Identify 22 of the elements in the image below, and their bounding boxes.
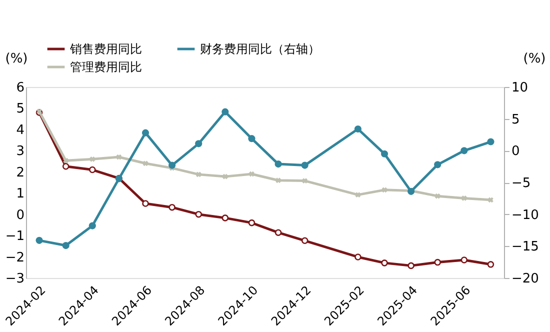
y2-tick-label: −5 <box>512 176 531 191</box>
y-tick-label: 2 <box>16 165 24 180</box>
y-tick-label: 4 <box>16 122 24 138</box>
y-tick-label: −1 <box>5 229 24 244</box>
y2-tick-label: 5 <box>512 112 520 128</box>
y-tick-label: 0 <box>16 208 24 223</box>
y-axis-title: (%) <box>5 52 28 66</box>
y2-tick-label: −15 <box>512 240 539 255</box>
y-tick-label: 5 <box>16 102 24 117</box>
y2-axis-title: (%) <box>523 52 546 66</box>
y2-tick-label: 10 <box>512 80 528 96</box>
legend-label: 管理费用同比 <box>70 60 142 74</box>
y2-tick-label: −10 <box>512 208 539 223</box>
y2-tick-label: −20 <box>512 272 539 286</box>
y-tick-label: 3 <box>16 144 24 160</box>
y-tick-label: −2 <box>5 250 24 266</box>
y2-tick-label: 0 <box>512 144 520 160</box>
legend-label: 销售费用同比 <box>69 42 142 56</box>
y-tick-label: 6 <box>16 80 24 96</box>
y-tick-label: −3 <box>5 272 24 286</box>
legend-label: 财务费用同比（右轴） <box>200 42 320 56</box>
y-tick-label: 1 <box>16 186 24 202</box>
